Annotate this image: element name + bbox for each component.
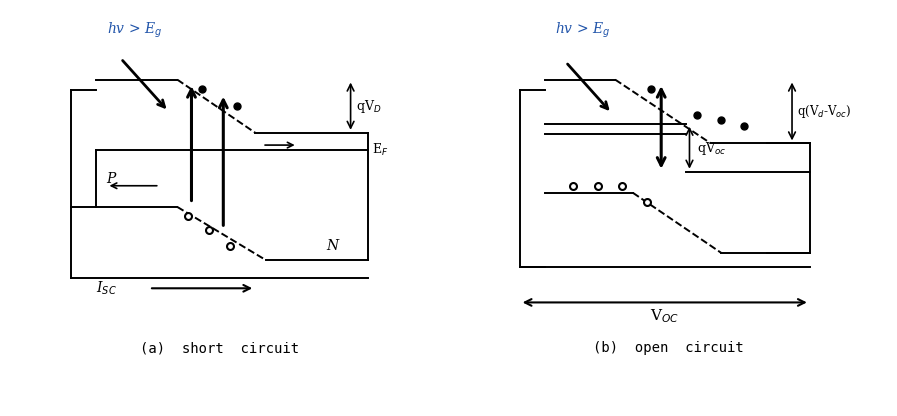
Text: (a)  short  circuit: (a) short circuit (140, 342, 300, 355)
Text: P: P (107, 172, 116, 186)
Text: V$_{OC}$: V$_{OC}$ (650, 308, 679, 325)
Text: hv > E$_g$: hv > E$_g$ (555, 20, 611, 40)
Text: qV$_D$: qV$_D$ (356, 98, 381, 115)
Text: qV$_{oc}$: qV$_{oc}$ (697, 140, 726, 157)
Text: N: N (326, 239, 338, 253)
Text: q(V$_d$-V$_{oc}$): q(V$_d$-V$_{oc}$) (797, 103, 852, 120)
Text: E$_F$: E$_F$ (372, 142, 388, 158)
Text: (b)  open  circuit: (b) open circuit (593, 342, 744, 355)
Text: I$_{SC}$: I$_{SC}$ (96, 280, 117, 297)
Text: hv > E$_g$: hv > E$_g$ (107, 20, 162, 40)
